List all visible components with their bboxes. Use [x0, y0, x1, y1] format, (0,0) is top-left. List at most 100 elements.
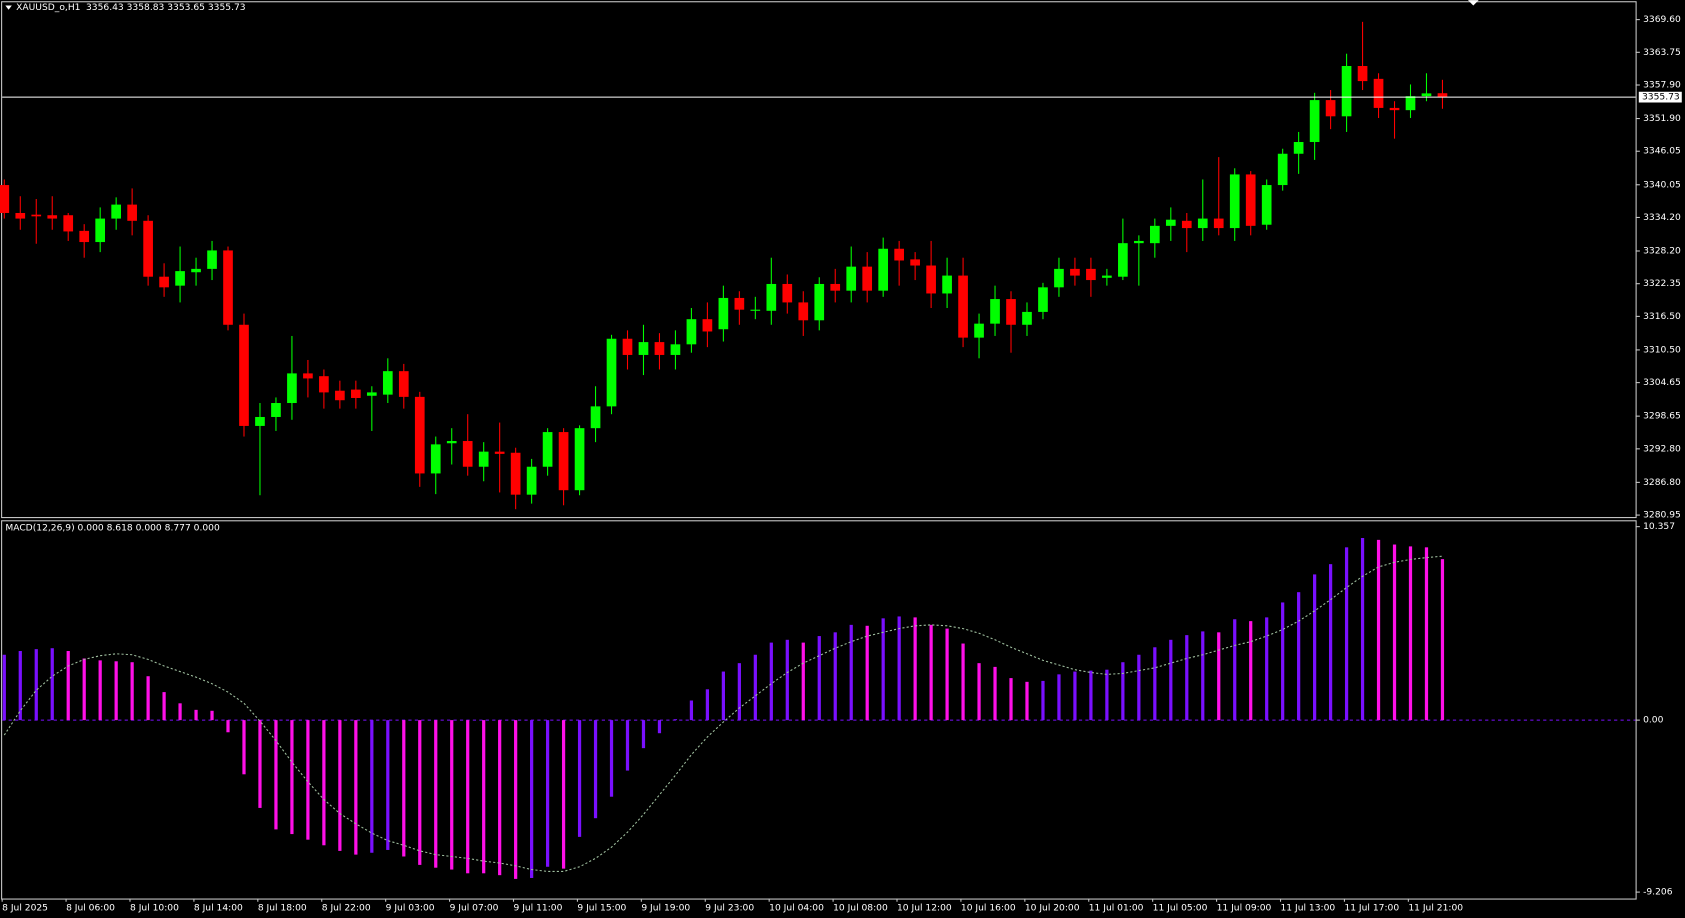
candle-body	[1341, 66, 1352, 117]
candle-body	[1086, 268, 1096, 281]
macd-bar	[210, 710, 214, 721]
macd-bar	[1185, 635, 1189, 721]
candle-body	[926, 265, 936, 294]
macd-bar	[450, 720, 454, 870]
macd-bar	[833, 632, 837, 721]
candle-body	[111, 204, 121, 219]
candle-body	[1277, 153, 1288, 186]
macd-bar	[1376, 539, 1381, 721]
candle-body	[686, 319, 697, 345]
candle-body	[574, 428, 585, 491]
y-tick-label: 3322.35	[1643, 279, 1681, 289]
candle-body	[271, 403, 281, 417]
candle-body	[654, 342, 665, 355]
macd-bar	[1344, 547, 1349, 721]
macd-bar	[1392, 544, 1397, 721]
candle-body	[734, 297, 745, 310]
candle-body	[974, 323, 984, 338]
candle-body	[398, 371, 409, 397]
macd-bar	[1169, 639, 1173, 721]
macd-bar	[98, 660, 102, 721]
x-tick-label: 8 Jul 14:00	[194, 904, 243, 914]
macd-bar	[466, 720, 470, 874]
macd-bar	[274, 720, 278, 830]
candle-body	[335, 390, 345, 401]
candle-body	[191, 268, 201, 273]
macd-bar	[561, 720, 566, 869]
candle-body	[382, 371, 393, 395]
candle-body	[718, 297, 729, 330]
ohlc-text: 3356.43 3358.83 3353.65 3355.73	[86, 3, 246, 13]
candle-body	[622, 338, 633, 355]
candle-body	[1038, 287, 1048, 312]
menu-arrow[interactable]	[5, 5, 12, 10]
candle-body	[351, 389, 361, 398]
macd-bar	[993, 666, 997, 721]
candle-body	[910, 259, 920, 266]
x-tick-label: 9 Jul 15:00	[577, 904, 626, 914]
macd-panel-frame	[1, 520, 1637, 900]
macd-bar	[130, 662, 134, 721]
x-tick-label: 11 Jul 05:00	[1153, 904, 1208, 914]
candle-body	[558, 432, 569, 491]
candle-body	[750, 309, 761, 311]
macd-bar	[1121, 662, 1125, 721]
candle-body	[510, 452, 521, 495]
macd-bar	[737, 663, 741, 721]
candle-body	[31, 214, 42, 217]
candle-body	[47, 215, 58, 219]
macd-bar	[1073, 671, 1077, 721]
candle-body	[830, 283, 841, 291]
macd-bar	[66, 651, 70, 721]
macd-bar	[1057, 674, 1061, 721]
macd-bar	[1089, 670, 1093, 721]
y-tick-label: 0.00	[1643, 716, 1664, 726]
macd-bar	[290, 720, 294, 835]
x-tick-label: 8 Jul 06:00	[66, 904, 115, 914]
macd-bar	[641, 720, 646, 749]
candle-body	[319, 376, 329, 393]
x-tick-label: 9 Jul 03:00	[386, 904, 435, 914]
x-tick-label: 11 Jul 13:00	[1281, 904, 1336, 914]
macd-bar	[338, 720, 342, 851]
macd-bar	[162, 692, 166, 721]
macd-bar	[1297, 592, 1301, 721]
candle-body	[1118, 243, 1128, 277]
y-tick-label: 3328.20	[1643, 246, 1681, 256]
candle-body	[1437, 93, 1448, 98]
y-tick-label: 3292.80	[1643, 444, 1681, 454]
candle-body	[207, 250, 217, 269]
macd-bar	[1137, 654, 1141, 721]
candle-body	[526, 466, 537, 495]
candle-body	[1149, 225, 1160, 244]
candle-body	[1229, 174, 1240, 229]
macd-bar	[242, 720, 246, 775]
x-tick-label: 9 Jul 11:00	[513, 904, 562, 914]
macd-bar	[114, 661, 118, 721]
candle-body	[1181, 220, 1192, 229]
candle-body	[1134, 240, 1144, 244]
macd-bar	[865, 625, 869, 721]
macd-bar	[146, 676, 150, 721]
macd-bar	[897, 616, 901, 721]
macd-bar	[386, 720, 390, 850]
current-price-box	[1638, 91, 1682, 103]
candle-body	[878, 248, 889, 291]
macd-bar	[1265, 617, 1269, 721]
candle-body	[1309, 100, 1320, 143]
macd-bar	[402, 720, 406, 857]
x-tick-label: 11 Jul 09:00	[1217, 904, 1272, 914]
y-tick-label: 3304.65	[1643, 378, 1681, 388]
macd-bar	[801, 642, 805, 721]
candle-body	[958, 275, 968, 338]
macd-bar	[1408, 546, 1413, 721]
candle-body	[430, 444, 441, 474]
candle-body	[303, 373, 313, 379]
x-tick-label: 9 Jul 19:00	[641, 904, 690, 914]
candle-body	[1022, 311, 1032, 325]
candle-body	[414, 396, 425, 474]
signal-line	[3, 555, 1443, 872]
macd-bar	[609, 720, 614, 797]
